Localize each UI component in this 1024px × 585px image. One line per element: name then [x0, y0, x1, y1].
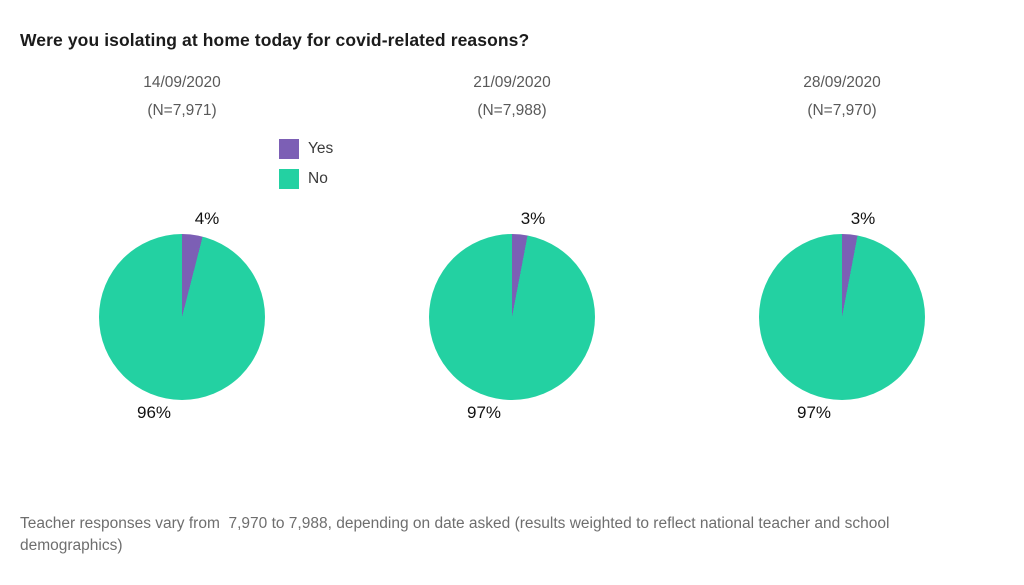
legend-label-yes: Yes — [308, 140, 334, 157]
pie2-chart — [429, 234, 595, 400]
page-title: Were you isolating at home today for cov… — [20, 30, 530, 50]
legend: Yes No — [279, 139, 333, 199]
legend-item-yes: Yes — [279, 139, 333, 159]
pie3-sample-size: (N=7,970) — [807, 102, 877, 119]
pie1-date-label: 14/09/2020 — [143, 74, 221, 91]
pie1-no-percent-label: 96% — [136, 403, 172, 422]
legend-swatch-yes-icon — [279, 139, 299, 159]
legend-item-no: No — [279, 169, 333, 189]
pie3-chart — [759, 234, 925, 400]
pie2-no-percent-label: 97% — [466, 403, 502, 422]
pie1-yes-percent-label: 4% — [194, 209, 220, 228]
pie2-sample-size: (N=7,988) — [477, 102, 547, 119]
legend-label-no: No — [308, 170, 328, 187]
pie1-sample-size: (N=7,971) — [147, 102, 217, 119]
pie3-yes-percent-label: 3% — [850, 209, 876, 228]
pie3-no-percent-label: 97% — [796, 403, 832, 422]
pie1-chart — [99, 234, 265, 400]
pie2-yes-percent-label: 3% — [520, 209, 546, 228]
legend-swatch-no-icon — [279, 169, 299, 189]
footer-note: Teacher responses vary from 7,970 to 7,9… — [20, 515, 894, 555]
pie2-date-label: 21/09/2020 — [473, 74, 551, 91]
pie3-date-label: 28/09/2020 — [803, 74, 881, 91]
